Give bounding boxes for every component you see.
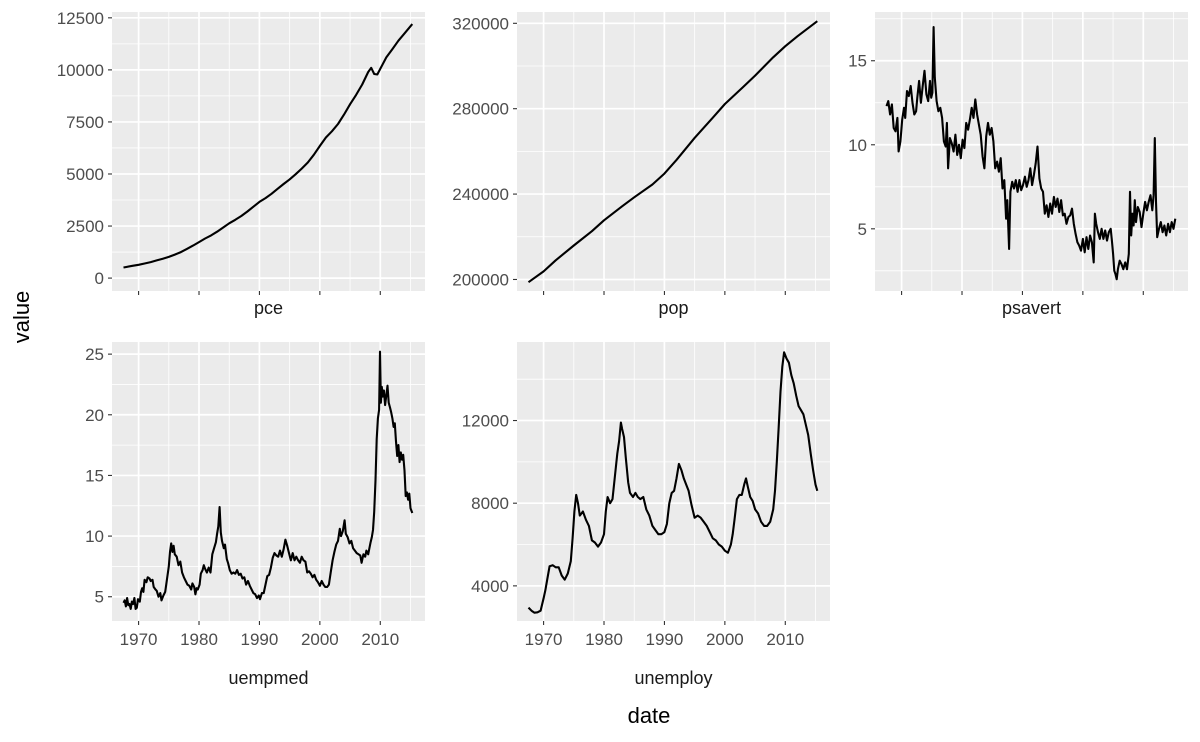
series-line-pop bbox=[527, 20, 818, 284]
x-tick-label: 1980 bbox=[585, 630, 623, 649]
y-tick-label: 5 bbox=[858, 220, 867, 239]
x-tick-label: 1970 bbox=[120, 630, 158, 649]
x-tick-label: 2000 bbox=[301, 630, 339, 649]
x-tick-label: 1980 bbox=[180, 630, 218, 649]
x-tick-label: 2010 bbox=[766, 630, 804, 649]
y-tick-label: 5 bbox=[95, 588, 104, 607]
facet-label-pce: pce bbox=[254, 298, 283, 318]
facet-label-unemploy: unemploy bbox=[634, 668, 712, 688]
panel-unemploy: 4000 8000 12000 1970 1980 1990 2000 2010 unemplo… bbox=[462, 342, 830, 688]
panels-layer: 0 2500 5000 7500 10000 12500 pce 200000 240000 28… bbox=[57, 9, 1188, 688]
y-tick-label: 280000 bbox=[452, 100, 509, 119]
x-axis-title: date bbox=[628, 703, 671, 728]
panel-uempmed: 5 10 15 20 25 1970 1980 1990 2000 2010 uempmed bbox=[85, 342, 425, 688]
y-tick-label: 240000 bbox=[452, 185, 509, 204]
y-tick-label: 25 bbox=[85, 345, 104, 364]
y-tick-label: 12500 bbox=[57, 9, 104, 28]
y-tick-label: 10 bbox=[848, 136, 867, 155]
panel-pce: 0 2500 5000 7500 10000 12500 pce bbox=[57, 9, 425, 318]
panel-background bbox=[875, 12, 1188, 291]
facet-label-uempmed: uempmed bbox=[228, 668, 308, 688]
panel-background bbox=[112, 12, 425, 291]
panel-background bbox=[112, 342, 425, 621]
y-tick-label: 200000 bbox=[452, 270, 509, 289]
y-tick-label: 4000 bbox=[471, 577, 509, 596]
y-tick-label: 12000 bbox=[462, 412, 509, 431]
x-tick-label: 1990 bbox=[646, 630, 684, 649]
panel-psavert: 5 10 15 psavert bbox=[848, 12, 1188, 318]
y-tick-label: 15 bbox=[848, 52, 867, 71]
y-tick-label: 8000 bbox=[471, 494, 509, 513]
y-tick-label: 10000 bbox=[57, 61, 104, 80]
y-tick-label: 0 bbox=[95, 269, 104, 288]
series-line-pce bbox=[123, 23, 414, 269]
series-line-uempmed bbox=[122, 350, 414, 610]
y-tick-label: 2500 bbox=[66, 217, 104, 236]
y-axis-title: value bbox=[9, 291, 34, 344]
x-tick-label: 2010 bbox=[361, 630, 399, 649]
facet-label-psavert: psavert bbox=[1002, 298, 1061, 318]
x-tick-label: 1970 bbox=[525, 630, 563, 649]
y-tick-label: 7500 bbox=[66, 113, 104, 132]
y-tick-label: 20 bbox=[85, 406, 104, 425]
y-tick-label: 320000 bbox=[452, 14, 509, 33]
series-line-psavert bbox=[885, 26, 1177, 281]
y-tick-label: 5000 bbox=[66, 165, 104, 184]
panel-pop: 200000 240000 280000 320000 pop bbox=[452, 12, 830, 318]
y-tick-label: 15 bbox=[85, 466, 104, 485]
panel-background bbox=[517, 342, 830, 621]
x-tick-label: 1990 bbox=[241, 630, 279, 649]
facet-label-pop: pop bbox=[658, 298, 688, 318]
x-tick-label: 2000 bbox=[706, 630, 744, 649]
series-line-unemploy bbox=[527, 351, 819, 614]
y-tick-label: 10 bbox=[85, 527, 104, 546]
